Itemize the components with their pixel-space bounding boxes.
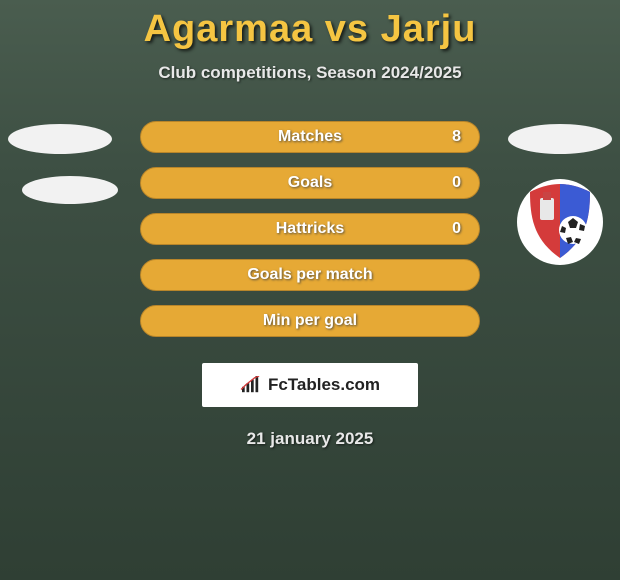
stat-label: Hattricks	[276, 220, 344, 238]
stat-value: 8	[452, 128, 461, 146]
stat-label: Goals	[288, 174, 332, 192]
stat-label: Goals per match	[247, 266, 372, 284]
club-badge-right	[516, 178, 604, 266]
shield-icon	[516, 178, 604, 266]
page-title: Agarmaa vs Jarju	[0, 0, 620, 51]
stat-row-goals: Goals 0	[140, 167, 480, 199]
player-left-photo-placeholder	[8, 124, 112, 154]
stat-value: 0	[452, 174, 461, 192]
stat-label: Matches	[278, 128, 342, 146]
stat-row-goals-per-match: Goals per match	[140, 259, 480, 291]
branding-box[interactable]: FcTables.com	[202, 363, 418, 407]
stat-label: Min per goal	[263, 312, 357, 330]
subtitle: Club competitions, Season 2024/2025	[0, 63, 620, 83]
stat-value: 0	[452, 220, 461, 238]
branding-text: FcTables.com	[268, 375, 380, 395]
player-right-photo-placeholder	[508, 124, 612, 154]
player-left-club-placeholder	[22, 176, 118, 204]
stat-row-hattricks: Hattricks 0	[140, 213, 480, 245]
stat-row-matches: Matches 8	[140, 121, 480, 153]
date-text: 21 january 2025	[0, 429, 620, 449]
bar-chart-icon	[240, 376, 262, 394]
stat-row-min-per-goal: Min per goal	[140, 305, 480, 337]
